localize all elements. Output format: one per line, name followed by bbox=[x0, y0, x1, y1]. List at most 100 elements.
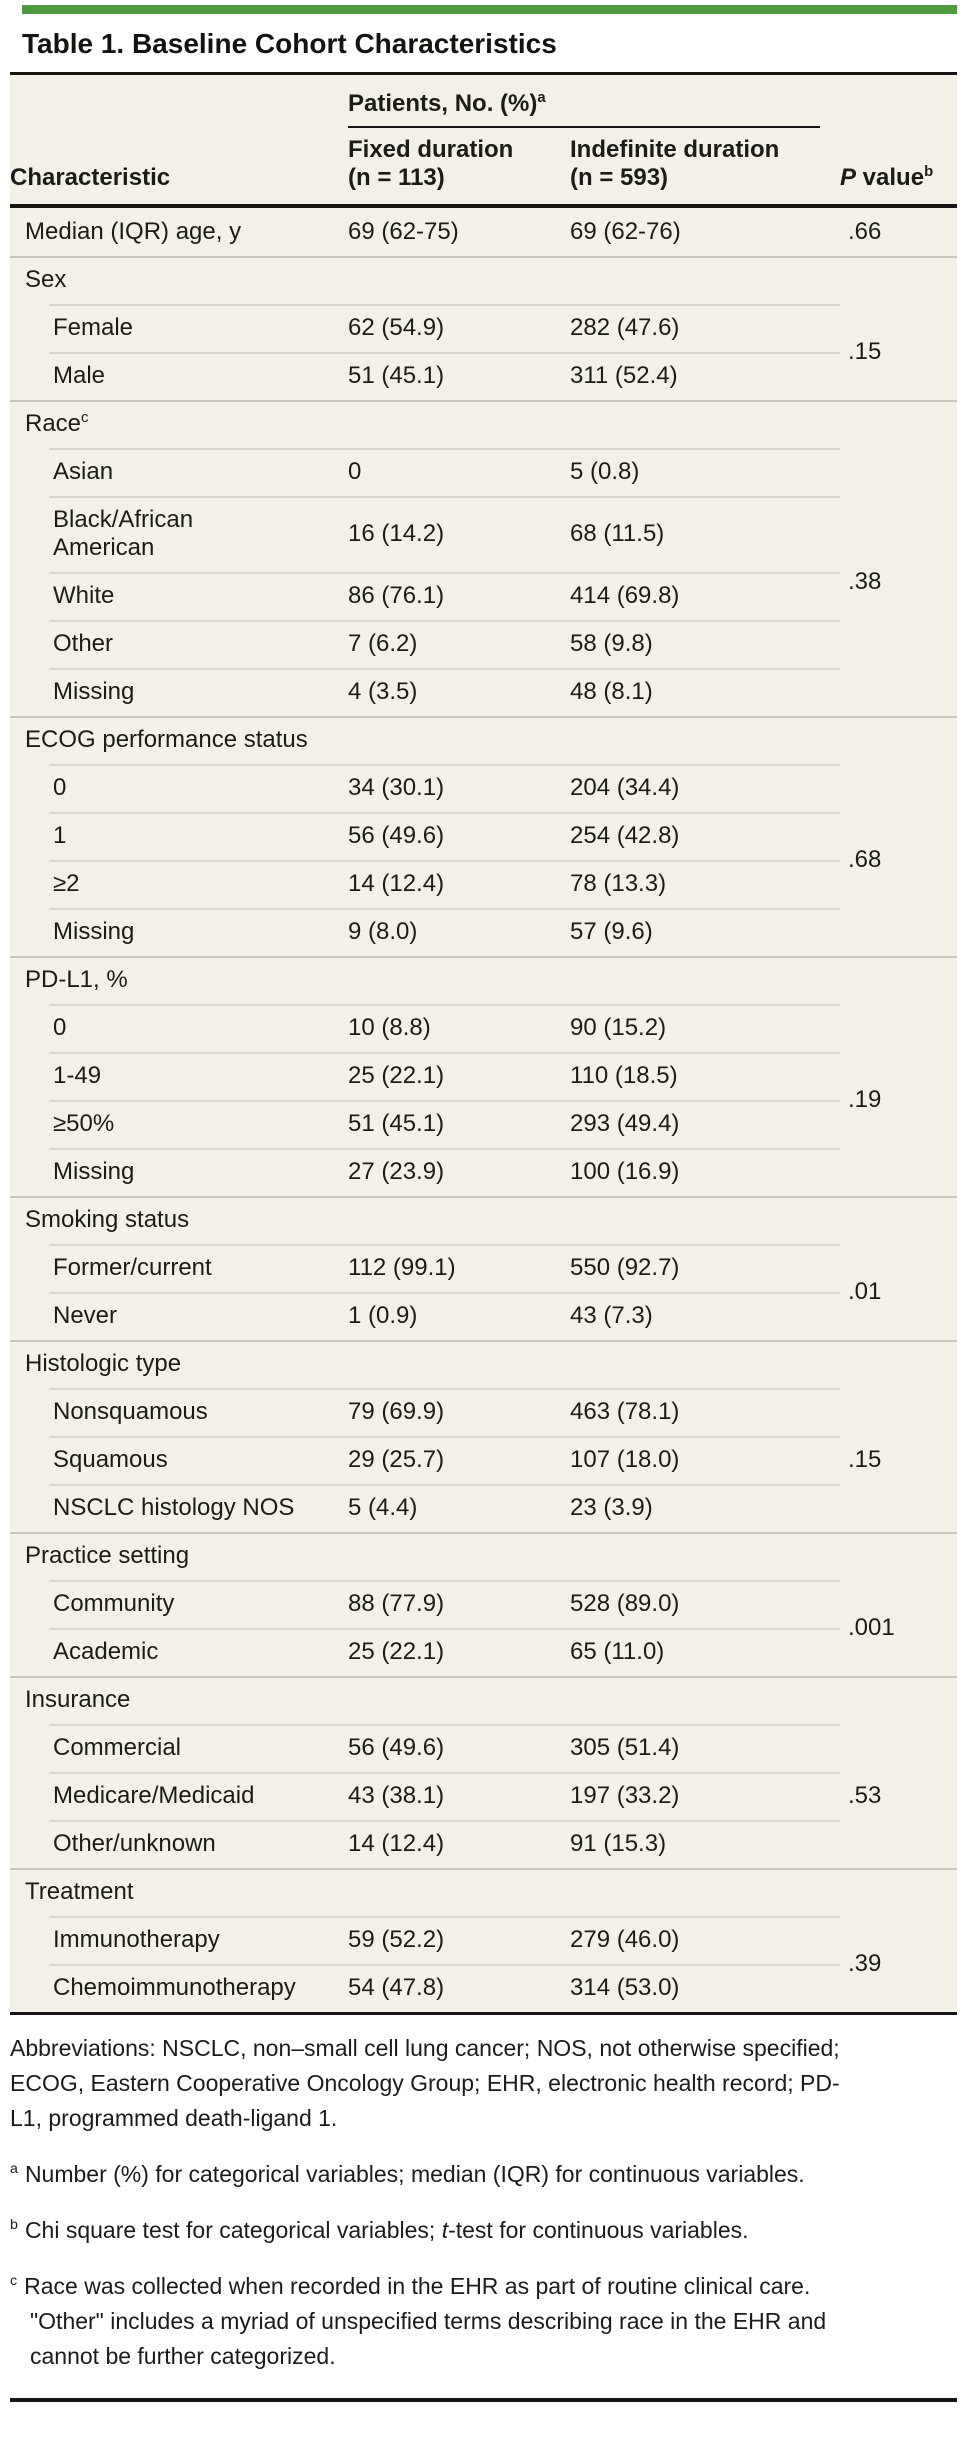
indefinite-duration-value-cell: 279 (46.0) bbox=[570, 1916, 840, 1964]
fixed-duration-value-cell: 79 (69.9) bbox=[348, 1388, 570, 1436]
category-row: Insurance bbox=[10, 1676, 957, 1724]
characteristic-cell: ≥2 bbox=[10, 860, 348, 908]
characteristic-cell: 0 bbox=[10, 1004, 348, 1052]
table-figure: Table 1. Baseline Cohort Characteristics… bbox=[0, 5, 963, 2408]
characteristic-cell: 1-49 bbox=[10, 1052, 348, 1100]
data-row: Black/African American 16 (14.2) 68 (11.5) bbox=[10, 496, 957, 572]
group-header-superscript: a bbox=[537, 90, 546, 106]
category-label-cell: Histologic type bbox=[10, 1340, 957, 1388]
category-row: PD-L1, % bbox=[10, 956, 957, 1004]
data-row: Other/unknown 14 (12.4) 91 (15.3) bbox=[10, 1820, 957, 1868]
fixed-duration-value-cell: 10 (8.8) bbox=[348, 1004, 570, 1052]
indefinite-duration-value-cell: 68 (11.5) bbox=[570, 496, 840, 572]
data-row: 0 34 (30.1) 204 (34.4) .68 bbox=[10, 764, 957, 873]
indefinite-duration-value-cell: 100 (16.9) bbox=[570, 1148, 840, 1196]
table-title: Table 1. Baseline Cohort Characteristics bbox=[22, 28, 557, 59]
data-row: Immunotherapy 59 (52.2) 279 (46.0) .39 bbox=[10, 1916, 957, 1977]
column-header-fixed-duration: Fixed duration (n = 113) bbox=[348, 128, 570, 208]
characteristic-cell: Chemoimmunotherapy bbox=[10, 1964, 348, 2014]
characteristic-cell: 1 bbox=[10, 812, 348, 860]
pvalue-cell: .19 bbox=[848, 1086, 882, 1113]
group-header-row: Patients, No. (%)a bbox=[10, 75, 957, 128]
data-row: Squamous 29 (25.7) 107 (18.0) bbox=[10, 1436, 957, 1484]
accent-bar bbox=[22, 5, 957, 14]
group-header-cell: Patients, No. (%)a bbox=[348, 75, 840, 128]
fixed-duration-value-cell: 62 (54.9) bbox=[348, 304, 570, 352]
column-header-pvalue: P valueb bbox=[840, 128, 957, 208]
pvalue-cell: .001 bbox=[848, 1614, 895, 1641]
column-header-indefinite-duration: Indefinite duration (n = 593) bbox=[570, 128, 840, 208]
indefinite-duration-value-cell: 58 (9.8) bbox=[570, 620, 840, 668]
fixed-duration-value-cell: 112 (99.1) bbox=[348, 1244, 570, 1292]
category-label-cell: Smoking status bbox=[10, 1196, 957, 1244]
indefinite-duration-value-cell: 528 (89.0) bbox=[570, 1580, 840, 1628]
characteristic-cell: Never bbox=[10, 1292, 348, 1340]
characteristic-cell: Community bbox=[10, 1580, 348, 1628]
fixed-duration-value-cell: 27 (23.9) bbox=[348, 1148, 570, 1196]
fixed-duration-value-cell: 4 (3.5) bbox=[348, 668, 570, 716]
indefinite-duration-value-cell: 5 (0.8) bbox=[570, 448, 840, 496]
data-row: Never 1 (0.9) 43 (7.3) bbox=[10, 1292, 957, 1340]
indefinite-duration-value-cell: 23 (3.9) bbox=[570, 1484, 840, 1532]
pvalue-cell: .39 bbox=[848, 1950, 882, 1977]
data-row: 1-49 25 (22.1) 110 (18.5) bbox=[10, 1052, 957, 1100]
characteristic-cell: Academic bbox=[10, 1628, 348, 1676]
pvalue-cell: .66 bbox=[848, 218, 882, 245]
data-row: Missing 9 (8.0) 57 (9.6) bbox=[10, 908, 957, 956]
data-row: Academic 25 (22.1) 65 (11.0) bbox=[10, 1628, 957, 1676]
characteristic-cell: Female bbox=[10, 304, 348, 352]
fixed-duration-value-cell: 1 (0.9) bbox=[348, 1292, 570, 1340]
fixed-duration-value-cell: 14 (12.4) bbox=[348, 1820, 570, 1868]
footnote-b: b Chi square test for categorical variabl… bbox=[10, 2217, 749, 2243]
footnotes: Abbreviations: NSCLC, non–small cell lun… bbox=[10, 2015, 855, 2374]
category-label-cell: Sex bbox=[10, 256, 957, 304]
baseline-characteristics-table: Patients, No. (%)a Characteristic Fixed … bbox=[10, 75, 957, 2015]
characteristic-cell: Nonsquamous bbox=[10, 1388, 348, 1436]
category-row: Practice setting bbox=[10, 1532, 957, 1580]
characteristic-cell: 0 bbox=[10, 764, 348, 812]
characteristic-cell: Missing bbox=[10, 908, 348, 956]
data-row: Male 51 (45.1) 311 (52.4) bbox=[10, 352, 957, 400]
data-row: 0 10 (8.8) 90 (15.2) .19 bbox=[10, 1004, 957, 1113]
indefinite-duration-value-cell: 314 (53.0) bbox=[570, 1964, 840, 2014]
indefinite-duration-value-cell: 43 (7.3) bbox=[570, 1292, 840, 1340]
data-row: 1 56 (49.6) 254 (42.8) bbox=[10, 812, 957, 860]
data-row: Community 88 (77.9) 528 (89.0) .001 bbox=[10, 1580, 957, 1641]
data-row: Other 7 (6.2) 58 (9.8) bbox=[10, 620, 957, 668]
data-row: Medicare/Medicaid 43 (38.1) 197 (33.2) bbox=[10, 1772, 957, 1820]
indefinite-duration-value-cell: 197 (33.2) bbox=[570, 1772, 840, 1820]
indefinite-duration-value-cell: 78 (13.3) bbox=[570, 860, 840, 908]
characteristic-cell: Squamous bbox=[10, 1436, 348, 1484]
characteristic-cell: Other/unknown bbox=[10, 1820, 348, 1868]
characteristic-cell: Medicare/Medicaid bbox=[10, 1772, 348, 1820]
category-row: Histologic type bbox=[10, 1340, 957, 1388]
data-row: Nonsquamous 79 (69.9) 463 (78.1) .15 bbox=[10, 1388, 957, 1473]
fixed-duration-value-cell: 14 (12.4) bbox=[348, 860, 570, 908]
characteristic-cell: Other bbox=[10, 620, 348, 668]
fixed-duration-value-cell: 43 (38.1) bbox=[348, 1772, 570, 1820]
data-row: Missing 27 (23.9) 100 (16.9) bbox=[10, 1148, 957, 1196]
fixed-duration-value-cell: 69 (62-75) bbox=[348, 218, 459, 245]
column-header-row: Characteristic Fixed duration (n = 113) … bbox=[10, 128, 957, 208]
indefinite-duration-value-cell: 293 (49.4) bbox=[570, 1100, 840, 1148]
fixed-duration-value-cell: 16 (14.2) bbox=[348, 496, 570, 572]
pvalue-cell: .15 bbox=[848, 1446, 882, 1473]
pvalue-cell: .68 bbox=[848, 846, 882, 873]
fixed-duration-value-cell: 25 (22.1) bbox=[348, 1628, 570, 1676]
characteristic-cell: ≥50% bbox=[10, 1100, 348, 1148]
pvalue-cell: .53 bbox=[848, 1782, 882, 1809]
data-row: ≥2 14 (12.4) 78 (13.3) bbox=[10, 860, 957, 908]
indefinite-duration-value-cell: 65 (11.0) bbox=[570, 1628, 840, 1676]
fixed-duration-value-cell: 59 (52.2) bbox=[348, 1916, 570, 1964]
category-label-cell: Racec bbox=[10, 400, 957, 448]
footnote-a: a Number (%) for categorical variables; m… bbox=[10, 2161, 805, 2187]
category-row: ECOG performance status bbox=[10, 716, 957, 764]
characteristic-cell: Missing bbox=[10, 1148, 348, 1196]
fixed-duration-value-cell: 0 bbox=[348, 448, 570, 496]
fixed-duration-value-cell: 56 (49.6) bbox=[348, 812, 570, 860]
category-label-cell: Insurance bbox=[10, 1676, 957, 1724]
characteristic-cell: Median (IQR) age, y bbox=[25, 218, 242, 245]
indefinite-duration-value-cell: 69 (62-76) bbox=[570, 218, 681, 245]
fixed-duration-value-cell: 34 (30.1) bbox=[348, 764, 570, 812]
indefinite-duration-value-cell: 311 (52.4) bbox=[570, 352, 840, 400]
